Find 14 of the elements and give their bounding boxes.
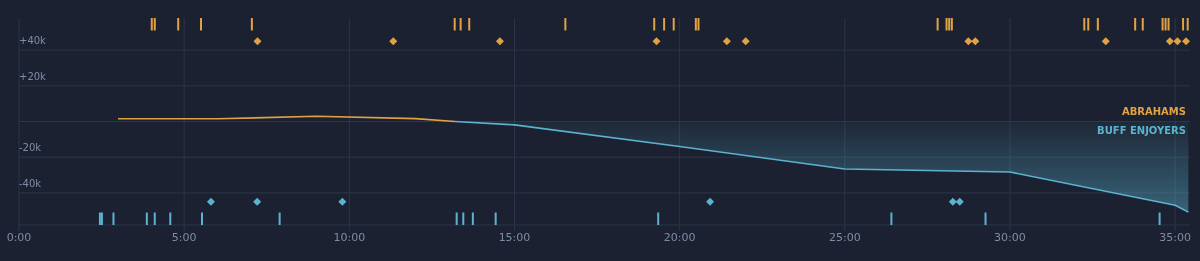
y-tick-label: +40k (19, 35, 47, 47)
y-tick-label: -40k (19, 177, 42, 189)
x-tick-label: 20:00 (663, 230, 696, 244)
x-tick-label: 25:00 (828, 230, 861, 244)
x-tick-label: 0:00 (6, 230, 32, 244)
y-tick-label: +20k (19, 70, 47, 82)
x-tick-label: 5:00 (171, 230, 197, 244)
text: ABRAHAMS (1121, 105, 1186, 117)
x-tick-label: 10:00 (333, 230, 366, 244)
x-tick-label: 30:00 (994, 230, 1026, 244)
x-tick-label: 35:00 (1159, 230, 1191, 244)
series-label: BUFF ENJOYERS (1097, 124, 1186, 136)
y-tick-label: -20k (19, 142, 42, 154)
x-tick-label: 15:00 (498, 230, 531, 244)
